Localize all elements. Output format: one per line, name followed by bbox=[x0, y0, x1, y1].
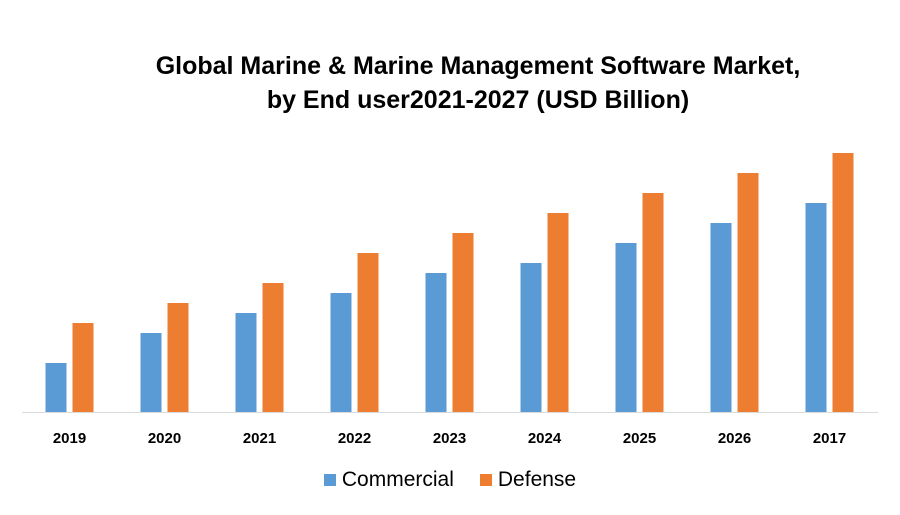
bar-defense-2025 bbox=[642, 193, 664, 412]
chart-title-line1: Global Marine & Marine Management Softwa… bbox=[155, 52, 801, 80]
legend-item-commercial[interactable]: Commercial bbox=[323, 468, 454, 492]
bar-defense-2017 bbox=[832, 153, 854, 412]
bar-commercial-2021 bbox=[235, 313, 257, 412]
chart-title-line2: by End user2021-2027 (USD Billion) bbox=[266, 86, 690, 114]
bar-commercial-2024 bbox=[520, 263, 542, 412]
bar-commercial-2022 bbox=[330, 293, 352, 412]
bar-commercial-2026 bbox=[710, 223, 732, 412]
legend-item-defense[interactable]: Defense bbox=[479, 468, 577, 492]
bar-defense-2024 bbox=[547, 213, 569, 412]
bar-defense-2022 bbox=[357, 253, 379, 412]
x-tick-label: 2025 bbox=[623, 430, 656, 447]
bar-defense-2020 bbox=[167, 303, 189, 412]
legend-swatch-defense bbox=[479, 474, 492, 486]
bar-commercial-2019 bbox=[45, 363, 67, 412]
bar-defense-2019 bbox=[72, 323, 94, 412]
x-tick-label: 2020 bbox=[148, 430, 181, 447]
legend-swatch-commercial bbox=[323, 474, 336, 486]
x-tick-label: 2019 bbox=[53, 430, 86, 447]
bar-commercial-2025 bbox=[615, 243, 637, 412]
x-tick-label: 2024 bbox=[528, 430, 562, 447]
legend: Commercial Defense bbox=[0, 468, 900, 492]
bar-commercial-2017 bbox=[805, 203, 827, 412]
bar-commercial-2023 bbox=[425, 273, 447, 412]
x-tick-label: 2021 bbox=[243, 430, 276, 447]
bar-defense-2021 bbox=[262, 283, 284, 412]
x-tick-label: 2026 bbox=[718, 430, 751, 447]
x-tick-label: 2017 bbox=[813, 430, 846, 447]
bar-defense-2026 bbox=[737, 173, 759, 412]
legend-label-defense: Defense bbox=[497, 468, 577, 491]
legend-label-commercial: Commercial bbox=[341, 468, 454, 491]
bar-commercial-2020 bbox=[140, 333, 162, 412]
x-tick-label: 2022 bbox=[338, 430, 371, 447]
bar-defense-2023 bbox=[452, 233, 474, 412]
x-tick-label: 2023 bbox=[433, 430, 466, 447]
